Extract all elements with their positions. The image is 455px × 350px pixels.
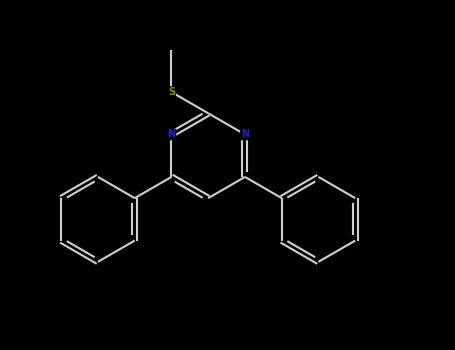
Text: N: N (167, 130, 176, 140)
Text: N: N (241, 130, 249, 140)
Text: S: S (168, 87, 175, 97)
